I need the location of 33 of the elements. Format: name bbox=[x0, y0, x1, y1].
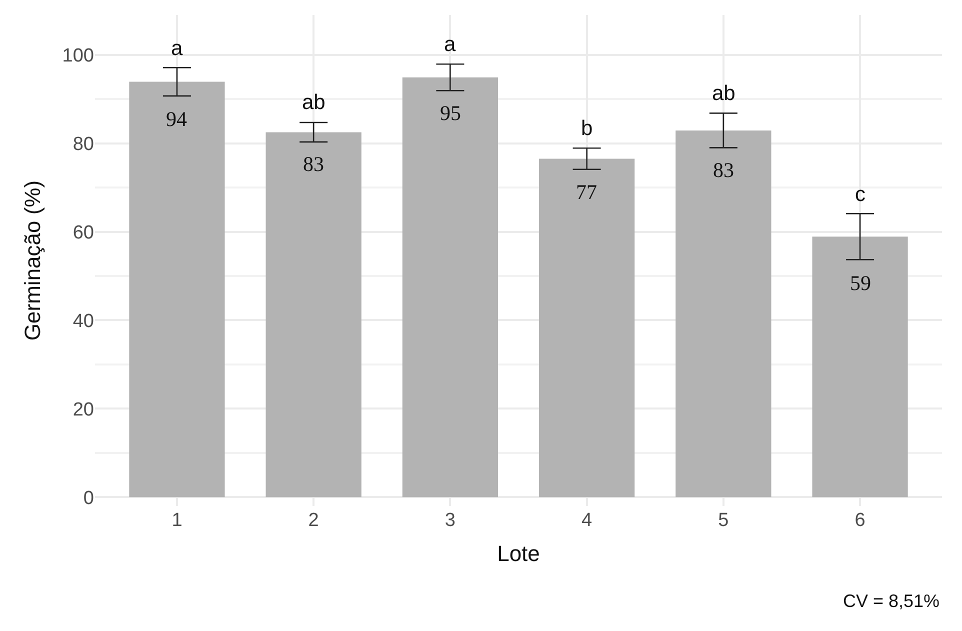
y-tick-label: 80 bbox=[72, 134, 94, 155]
y-tick-label: 100 bbox=[62, 45, 94, 66]
x-tick-label: 5 bbox=[718, 510, 729, 531]
y-axis-title: Germinação (%) bbox=[20, 180, 46, 341]
y-tick-label: 0 bbox=[83, 488, 94, 509]
annotation: a bbox=[444, 33, 456, 56]
data-label: 83 bbox=[303, 152, 324, 176]
annotation: c bbox=[855, 183, 866, 206]
annotation: ab bbox=[712, 82, 736, 105]
x-tick-label: 4 bbox=[582, 510, 593, 531]
bar bbox=[129, 82, 225, 498]
x-tick-label: 2 bbox=[308, 510, 319, 531]
x-tick-label: 1 bbox=[172, 510, 182, 531]
x-tick-label: 6 bbox=[854, 510, 866, 531]
y-tick-label: 40 bbox=[72, 310, 94, 332]
bar bbox=[402, 77, 498, 498]
bar bbox=[266, 132, 362, 498]
text: CV = 8,51% bbox=[843, 591, 940, 611]
x-axis-title: Lote bbox=[497, 540, 540, 566]
bar bbox=[676, 130, 772, 498]
data-label: 95 bbox=[440, 101, 461, 125]
bar bbox=[538, 158, 635, 498]
data-label: 83 bbox=[713, 158, 734, 182]
bar bbox=[812, 236, 908, 498]
x-tick-label: 3 bbox=[444, 510, 456, 531]
data-label: 77 bbox=[576, 180, 597, 204]
data-label: 94 bbox=[166, 107, 188, 131]
y-tick-label: 20 bbox=[72, 399, 94, 420]
y-tick-label: 60 bbox=[72, 222, 94, 244]
annotation: ab bbox=[302, 91, 326, 114]
data-label: 59 bbox=[850, 271, 871, 295]
annotation: b bbox=[581, 117, 593, 140]
annotation: a bbox=[171, 37, 183, 60]
